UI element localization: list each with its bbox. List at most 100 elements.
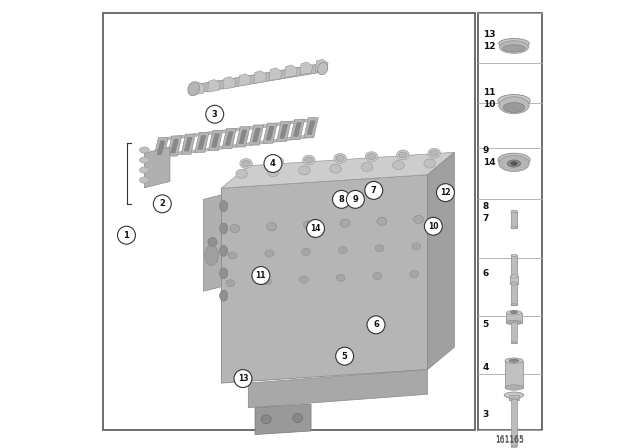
- Ellipse shape: [220, 246, 228, 256]
- Ellipse shape: [504, 392, 524, 398]
- Bar: [478, 13, 541, 430]
- Polygon shape: [252, 128, 260, 142]
- Ellipse shape: [365, 152, 378, 162]
- Ellipse shape: [511, 341, 516, 344]
- Text: 10: 10: [428, 222, 438, 231]
- Ellipse shape: [510, 311, 518, 314]
- Polygon shape: [192, 65, 324, 92]
- Bar: [511, 211, 517, 228]
- Polygon shape: [304, 117, 318, 138]
- Ellipse shape: [511, 254, 516, 256]
- Polygon shape: [184, 137, 192, 151]
- Ellipse shape: [503, 103, 525, 112]
- Text: 5: 5: [483, 320, 489, 329]
- Ellipse shape: [265, 250, 274, 257]
- Text: 8: 8: [339, 195, 344, 204]
- Polygon shape: [276, 121, 291, 142]
- Ellipse shape: [305, 157, 313, 163]
- Ellipse shape: [336, 274, 345, 281]
- Polygon shape: [239, 130, 247, 144]
- Polygon shape: [208, 79, 220, 92]
- Polygon shape: [159, 118, 314, 141]
- Ellipse shape: [506, 320, 522, 325]
- Ellipse shape: [375, 245, 384, 252]
- Polygon shape: [221, 175, 428, 383]
- Ellipse shape: [412, 243, 421, 250]
- Ellipse shape: [140, 157, 149, 163]
- Ellipse shape: [428, 148, 440, 158]
- Ellipse shape: [339, 246, 348, 254]
- Text: 7: 7: [483, 214, 489, 223]
- Text: 11: 11: [483, 88, 495, 97]
- Text: 13: 13: [237, 374, 248, 383]
- Polygon shape: [195, 132, 209, 152]
- Ellipse shape: [410, 271, 419, 278]
- Text: 14: 14: [310, 224, 321, 233]
- Ellipse shape: [511, 162, 517, 165]
- Polygon shape: [307, 121, 315, 134]
- Ellipse shape: [367, 154, 376, 159]
- Text: 5: 5: [342, 352, 348, 361]
- Ellipse shape: [230, 224, 240, 233]
- Ellipse shape: [505, 385, 523, 390]
- Bar: [509, 395, 519, 400]
- Ellipse shape: [340, 219, 350, 227]
- Ellipse shape: [317, 62, 328, 75]
- Text: 4: 4: [270, 159, 276, 168]
- Ellipse shape: [509, 359, 519, 362]
- Polygon shape: [280, 125, 288, 138]
- Polygon shape: [290, 120, 305, 140]
- Polygon shape: [222, 129, 236, 149]
- Ellipse shape: [499, 41, 529, 53]
- Ellipse shape: [334, 153, 346, 163]
- Ellipse shape: [303, 155, 315, 165]
- Ellipse shape: [336, 155, 344, 161]
- Ellipse shape: [499, 97, 529, 114]
- Ellipse shape: [292, 414, 303, 422]
- Circle shape: [346, 190, 364, 208]
- Ellipse shape: [413, 215, 424, 224]
- Text: 8: 8: [483, 202, 489, 211]
- Polygon shape: [511, 446, 517, 448]
- Text: 12: 12: [483, 42, 495, 51]
- Ellipse shape: [220, 290, 228, 301]
- Polygon shape: [171, 139, 179, 153]
- Text: 1: 1: [124, 231, 129, 240]
- Circle shape: [436, 184, 454, 202]
- Text: 12: 12: [440, 188, 451, 197]
- Ellipse shape: [511, 210, 517, 213]
- Text: 161165: 161165: [495, 436, 524, 445]
- Ellipse shape: [397, 150, 409, 160]
- Ellipse shape: [271, 157, 284, 167]
- Polygon shape: [254, 71, 266, 83]
- Circle shape: [424, 217, 442, 235]
- Text: 9: 9: [483, 146, 489, 155]
- Polygon shape: [145, 147, 170, 188]
- Ellipse shape: [511, 304, 516, 306]
- Circle shape: [252, 267, 270, 284]
- Ellipse shape: [240, 159, 252, 168]
- Ellipse shape: [220, 223, 228, 234]
- Bar: [510, 276, 518, 284]
- Bar: [506, 313, 522, 323]
- Text: 11: 11: [255, 271, 266, 280]
- Text: 7: 7: [371, 186, 376, 195]
- Circle shape: [336, 347, 353, 365]
- Polygon shape: [211, 134, 220, 147]
- Circle shape: [307, 220, 324, 237]
- Ellipse shape: [503, 45, 525, 52]
- Ellipse shape: [226, 280, 235, 287]
- Polygon shape: [255, 404, 311, 435]
- Ellipse shape: [220, 201, 228, 211]
- Ellipse shape: [510, 275, 518, 278]
- Circle shape: [365, 181, 383, 199]
- Ellipse shape: [373, 272, 382, 280]
- Ellipse shape: [242, 161, 250, 166]
- Circle shape: [154, 195, 172, 213]
- Text: 3: 3: [483, 410, 489, 419]
- Circle shape: [333, 190, 351, 208]
- Polygon shape: [198, 135, 206, 149]
- Polygon shape: [168, 136, 182, 156]
- Polygon shape: [154, 138, 168, 158]
- Ellipse shape: [361, 163, 373, 172]
